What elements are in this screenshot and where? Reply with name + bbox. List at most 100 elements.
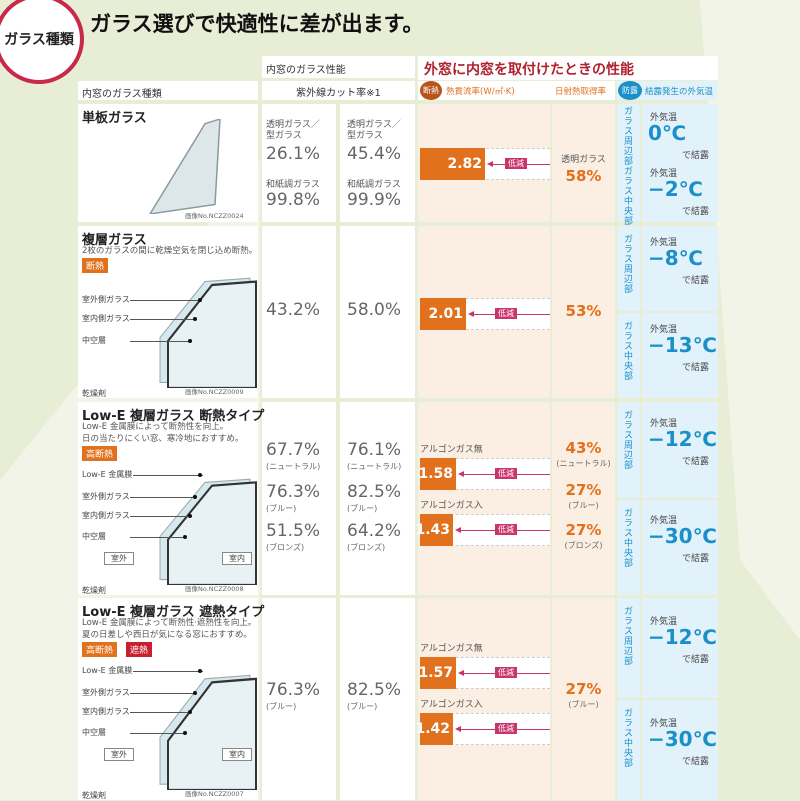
layer-label: 室外側ガラス <box>82 688 130 697</box>
solar-note: (ブロンズ) <box>564 541 603 550</box>
arrow-head-icon <box>468 311 474 317</box>
layer-label: 中空層 <box>82 728 106 737</box>
dew-temp-cell <box>642 402 718 498</box>
layer-label: 中空層 <box>82 336 106 345</box>
outside-temp-label: 外気温 <box>650 719 678 729</box>
reduce-badge: 低減 <box>505 158 527 169</box>
glass-type-badge: ガラス種類 <box>0 0 84 84</box>
solar-gain-value: 27% <box>565 481 602 499</box>
uv-note: (ブロンズ) <box>347 543 386 552</box>
uv-cut-value: 99.8% <box>266 190 321 210</box>
heat-cell <box>418 402 550 595</box>
glass-illustration-icon <box>149 119 221 214</box>
heat-label: アルゴンガス無 <box>420 644 483 654</box>
condensation-label: で結露 <box>682 655 710 665</box>
leader-line <box>130 712 190 713</box>
leader-line <box>130 537 185 538</box>
uv-cut-value: 99.9% <box>347 190 402 210</box>
edge-label: ガラス周辺部 <box>622 106 632 166</box>
outside-temp-label: 外気温 <box>650 418 678 429</box>
layer-label: 室内側ガラス <box>82 707 130 716</box>
heat-transfer-label: 熱貫流率(W/㎡·K) <box>446 87 515 97</box>
glass-type-header: 内窓のガラス種類 <box>78 81 258 100</box>
layer-label: 室内側ガラス <box>82 511 130 520</box>
uv-cut-value: 45.4% <box>347 144 402 164</box>
uv-cell <box>262 226 336 398</box>
condensation-temperature: −30℃ <box>648 524 717 549</box>
glass-name: Low-E 複層ガラス 断熱タイプ <box>82 409 265 424</box>
dew-area-cell <box>617 499 640 595</box>
outdoor-label: 室外 <box>104 748 134 761</box>
condensation-temperature: −12℃ <box>648 625 717 649</box>
leader-dot <box>198 298 202 302</box>
glass-illustration-icon <box>159 478 257 585</box>
uv-note: (ブルー) <box>347 504 378 513</box>
layer-label: 室外側ガラス <box>82 492 130 501</box>
outside-temp-label: 外気温 <box>650 617 678 627</box>
uv-cut-value: 76.1% <box>347 440 402 460</box>
condensation-temperature: 0℃ <box>648 121 687 145</box>
dew-area-cell <box>617 226 640 311</box>
dew-temp-label: 結露発生の外気温 <box>645 87 714 97</box>
solar-gain-value: 27% <box>565 521 602 539</box>
heat-transfer-bar: 2.82 <box>420 148 485 180</box>
center-label: ガラス中央部 <box>622 507 632 568</box>
image-number: 画像No.NCZZ0008 <box>185 585 244 593</box>
heat-header: 断熱 熱貫流率(W/㎡·K) 日射熱取得率 <box>418 81 615 100</box>
leader-dot <box>183 535 187 539</box>
uv-cut-label: 紫外線カット率※1 <box>296 88 381 99</box>
solar-gain-value: 43% <box>565 439 602 457</box>
center-label: ガラス中央部 <box>622 321 632 381</box>
arrow-head-icon <box>487 161 493 167</box>
solar-gain-value: 27% <box>565 680 602 698</box>
uv-glass-label: 和紙調ガラス <box>347 180 401 190</box>
glass-illustration-icon <box>159 674 257 790</box>
glass-illustration-icon <box>159 277 257 388</box>
condensation-label: で結露 <box>682 554 710 565</box>
uv-note: (ブルー) <box>266 504 297 513</box>
leader-dot <box>193 691 197 695</box>
indoor-label: 室内 <box>222 748 252 761</box>
uv-cell <box>340 226 415 398</box>
reduce-badge: 低減 <box>495 468 517 479</box>
condensation-label: で結露 <box>682 456 710 467</box>
uv-cut-value: 82.5% <box>347 482 402 502</box>
leader-dot <box>188 710 192 714</box>
outer-title-header: 外窓に内窓を取付けたときの性能 <box>418 56 718 80</box>
feature-tag: 断熱 <box>82 258 109 273</box>
uv-cut-value: 64.2% <box>347 521 402 541</box>
glass-name: 単板ガラス <box>82 111 147 126</box>
leader-dot <box>188 339 192 343</box>
outside-temp-label: 外気温 <box>650 113 678 123</box>
uv-cut-value: 43.2% <box>266 300 321 320</box>
leader-dot <box>193 495 197 499</box>
feature-tag: 高断熱 <box>82 446 118 461</box>
dew-temp-cell <box>642 499 718 595</box>
heat-label: アルゴンガス入 <box>420 501 483 511</box>
uv-cell <box>340 104 415 222</box>
solar-note: (ニュートラル) <box>556 459 611 468</box>
headline: ガラス選びで快適性に差が出ます。 <box>90 12 424 36</box>
dew-area-cell <box>617 313 640 398</box>
uv-cell <box>340 598 415 800</box>
uv-note: (ブルー) <box>266 702 297 711</box>
leader-line <box>130 300 200 301</box>
edge-label: ガラス周辺部 <box>622 410 632 470</box>
leader-dot <box>183 731 187 735</box>
leader-line <box>130 516 190 517</box>
uv-cut-value: 58.0% <box>347 300 402 320</box>
glass-description: Low-E 金属膜によって断熱性を向上。 <box>82 422 229 432</box>
badge-title: ガラス種類 <box>4 32 74 48</box>
solar-note: (ブルー) <box>568 501 599 510</box>
condensation-label: で結露 <box>682 151 710 161</box>
condensation-temperature: −8℃ <box>648 245 703 270</box>
inner-perf-header: 内窓のガラス性能 <box>262 56 415 78</box>
dew-header: 防露 結露発生の外気温 <box>617 81 718 100</box>
condensation-temperature: −12℃ <box>648 426 717 451</box>
heat-transfer-bar: 1.42 <box>415 713 453 745</box>
arrow-head-icon <box>458 670 464 676</box>
leader-dot <box>198 669 202 673</box>
arrow-head-icon <box>458 471 464 477</box>
center-label: ガラス中央部 <box>622 708 632 768</box>
uv-cut-value: 76.3% <box>266 482 321 502</box>
